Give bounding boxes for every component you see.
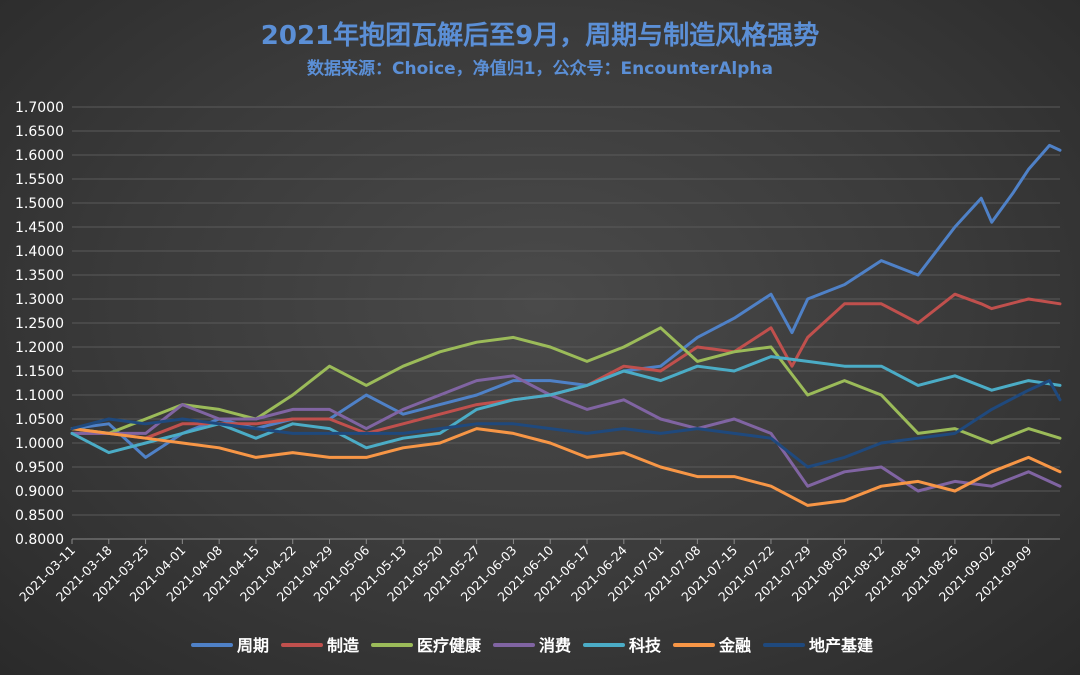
y-tick-label: 0.9500 bbox=[15, 460, 64, 476]
legend-label: 制造 bbox=[327, 636, 360, 655]
y-axis: 0.8000 0.8500 0.9000 0.9500 1.0000 1.0500 1.10… bbox=[15, 100, 64, 548]
y-tick-label: 1.2000 bbox=[15, 340, 64, 356]
y-tick-label: 1.1000 bbox=[15, 388, 64, 404]
legend-label: 周期 bbox=[237, 636, 269, 655]
y-tick-label: 1.4500 bbox=[15, 220, 64, 236]
y-tick-label: 1.1500 bbox=[15, 364, 64, 380]
legend-label: 科技 bbox=[629, 636, 662, 655]
y-tick-label: 0.8000 bbox=[15, 532, 64, 548]
y-tick-label: 0.9000 bbox=[15, 484, 64, 500]
series-line-5 bbox=[70, 427, 1062, 507]
x-axis: 2021-03-112021-03-182021-03-252021-04-01… bbox=[16, 538, 1060, 604]
y-tick-label: 1.5500 bbox=[15, 172, 64, 188]
y-tick-label: 1.7000 bbox=[15, 100, 64, 116]
legend-label: 医疗健康 bbox=[417, 636, 482, 655]
series-lines bbox=[70, 143, 1062, 507]
y-tick-label: 1.2500 bbox=[15, 316, 64, 332]
legend-label: 地产基建 bbox=[809, 636, 873, 655]
legend: 周期 制造 医疗健康 消费 科技 金融 地产基建 bbox=[191, 636, 873, 655]
legend-label: 金融 bbox=[718, 636, 751, 655]
series-line-6 bbox=[70, 379, 1062, 469]
chart-title: 2021年抱团瓦解后至9月，周期与制造风格强势 bbox=[261, 20, 819, 51]
chart-subtitle: 数据来源：Choice，净值归1，公众号：EncounterAlpha bbox=[307, 58, 773, 79]
series-line-4 bbox=[70, 355, 1062, 455]
y-tick-label: 0.8500 bbox=[15, 508, 64, 524]
y-tick-label: 1.6000 bbox=[15, 148, 64, 164]
y-tick-label: 1.5000 bbox=[15, 196, 64, 212]
y-tick-label: 1.0000 bbox=[15, 436, 64, 452]
y-tick-label: 1.4000 bbox=[15, 244, 64, 260]
y-tick-label: 1.3000 bbox=[15, 292, 64, 308]
y-tick-label: 1.0500 bbox=[15, 412, 64, 428]
series-line-1 bbox=[70, 292, 1062, 440]
y-tick-label: 1.3500 bbox=[15, 268, 64, 284]
legend-label: 消费 bbox=[539, 636, 571, 655]
grid bbox=[72, 106, 1060, 540]
y-tick-label: 1.6500 bbox=[15, 124, 64, 140]
series-line-3 bbox=[70, 374, 1062, 493]
series-line-2 bbox=[70, 326, 1062, 445]
